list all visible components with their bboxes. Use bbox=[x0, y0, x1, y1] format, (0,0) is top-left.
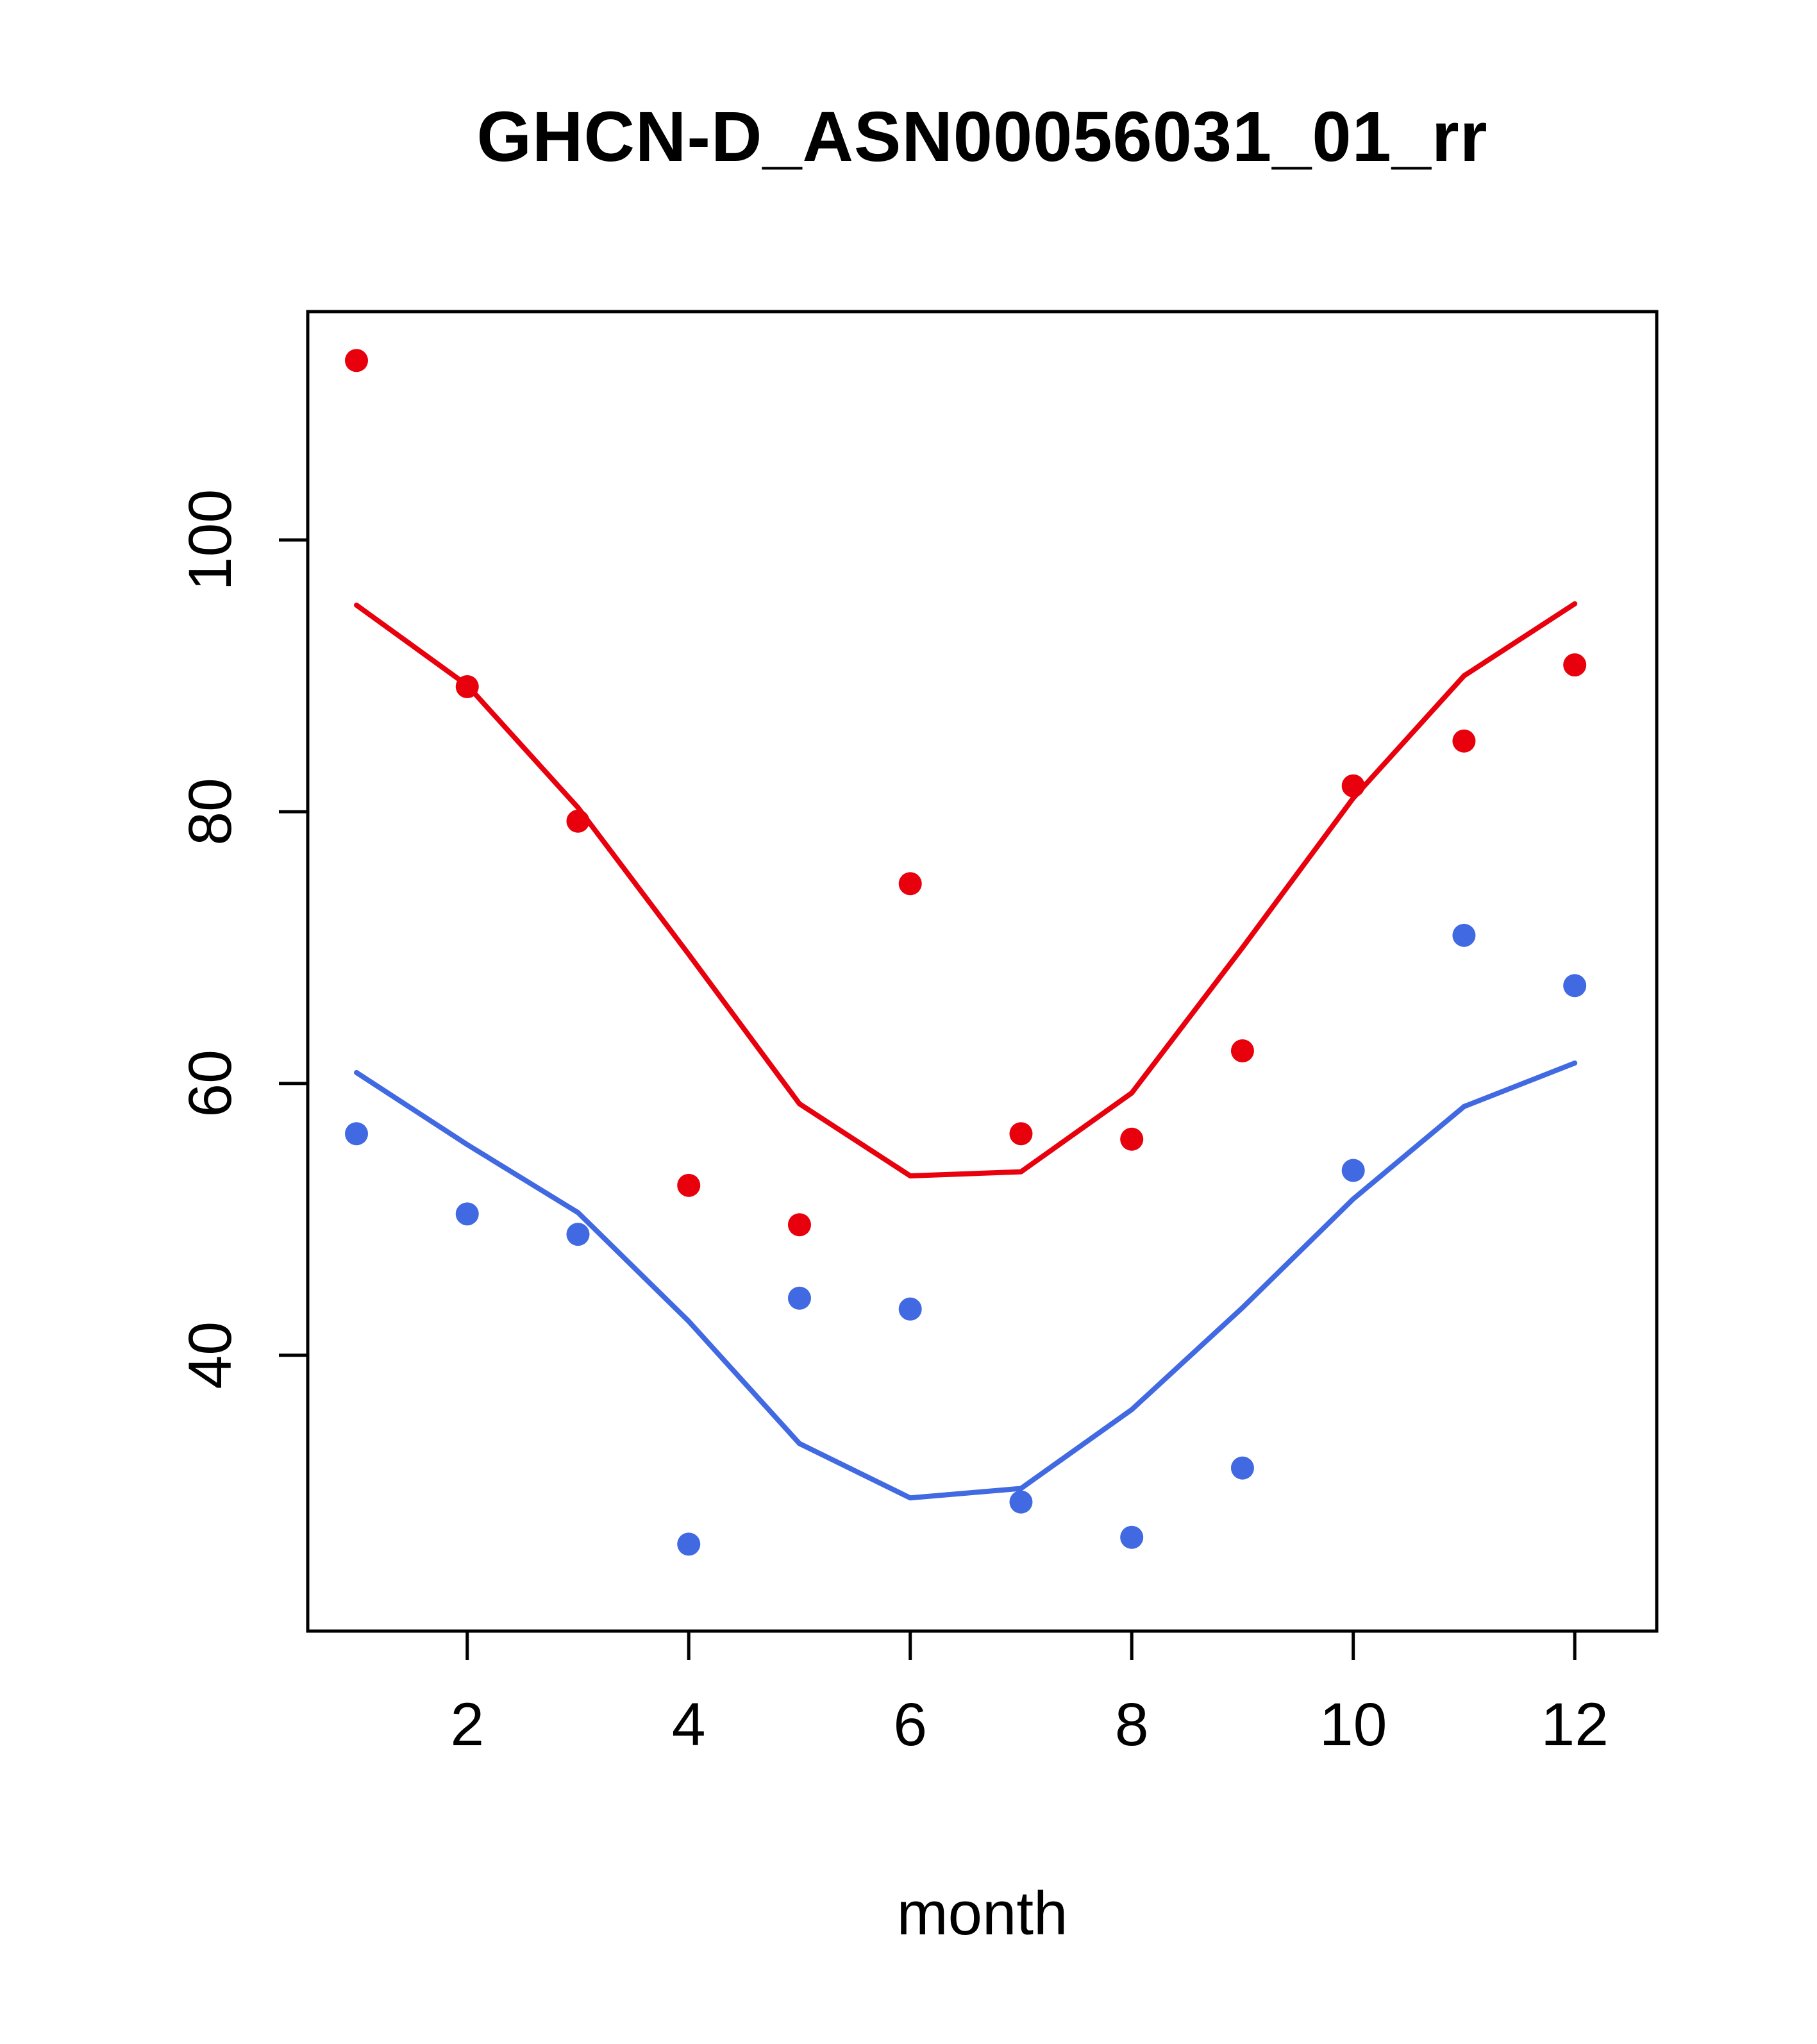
blue-line bbox=[354, 1060, 1578, 1501]
red-points-marker bbox=[345, 349, 369, 373]
blue-points-marker bbox=[1452, 923, 1476, 947]
red-points-marker bbox=[677, 1173, 701, 1197]
x-tick-label: 6 bbox=[893, 1691, 927, 1759]
blue-points-marker bbox=[787, 1286, 811, 1310]
blue-points-marker bbox=[1120, 1525, 1144, 1549]
red-points-marker bbox=[1452, 729, 1476, 753]
x-tick-label: 10 bbox=[1319, 1691, 1387, 1759]
blue-points-marker bbox=[1230, 1456, 1254, 1480]
chart-title: GHCN-D_ASN00056031_01_rr bbox=[476, 97, 1488, 176]
blue-points-marker bbox=[345, 1122, 369, 1146]
plot-border bbox=[306, 310, 1659, 1633]
red-line bbox=[354, 601, 1578, 1178]
x-tick-label: 8 bbox=[1115, 1691, 1149, 1759]
y-tick-label: 100 bbox=[176, 489, 244, 591]
y-tick-label: 80 bbox=[176, 778, 244, 846]
red-points-marker bbox=[898, 872, 922, 896]
blue-points-marker bbox=[898, 1297, 922, 1321]
red-points-marker bbox=[1009, 1122, 1033, 1146]
blue-points-marker bbox=[1009, 1490, 1033, 1514]
blue-points-marker bbox=[455, 1202, 479, 1226]
red-points-marker bbox=[1120, 1127, 1144, 1151]
red-points-marker bbox=[1230, 1039, 1254, 1062]
x-axis-label: month bbox=[896, 1879, 1068, 1948]
y-tick-label: 40 bbox=[176, 1321, 244, 1389]
red-points-marker bbox=[1563, 653, 1587, 677]
blue-points-marker bbox=[677, 1532, 701, 1556]
red-points-marker bbox=[787, 1213, 811, 1237]
x-tick-label: 12 bbox=[1541, 1691, 1609, 1759]
blue-points-marker bbox=[1341, 1159, 1365, 1182]
blue-points-marker bbox=[566, 1223, 590, 1246]
x-tick-label: 2 bbox=[450, 1691, 484, 1759]
y-tick-label: 60 bbox=[176, 1050, 244, 1118]
x-tick-label: 4 bbox=[672, 1691, 706, 1759]
blue-points-marker bbox=[1563, 974, 1587, 998]
